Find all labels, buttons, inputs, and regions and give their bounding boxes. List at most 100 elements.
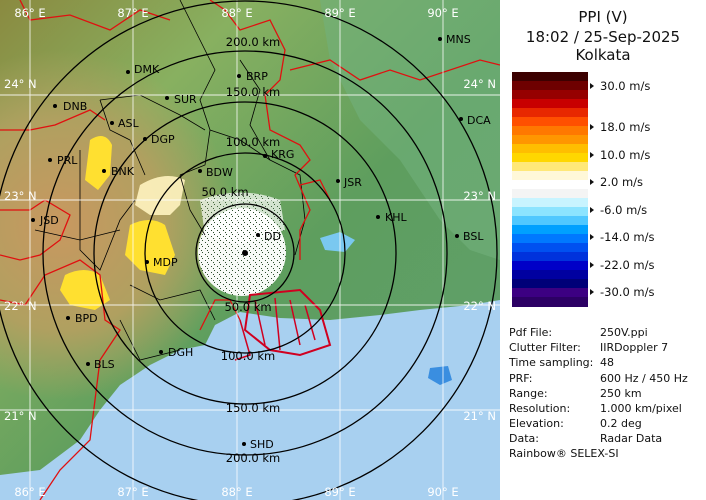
metadata-value: 1.000 km/pixel bbox=[600, 402, 682, 415]
svg-text:88° E: 88° E bbox=[221, 6, 252, 20]
colorbar-tick-label: -14.0 m/s bbox=[600, 230, 655, 244]
lon-labels-bottom: 86° E 87° E 88° E 89° E 90° E bbox=[14, 485, 458, 499]
lat-labels-left: 24° N 23° N 22° N 21° N bbox=[4, 77, 37, 423]
metadata-value: IIRDoppler 7 bbox=[600, 341, 669, 355]
colorbar-segment bbox=[512, 243, 588, 253]
svg-text:89° E: 89° E bbox=[324, 485, 355, 499]
colorbar-segment bbox=[512, 108, 588, 118]
station-asl: ASL bbox=[110, 117, 140, 130]
info-panel: PPI (V) 18:02 / 25-Sep-2025 Kolkata 30.0… bbox=[500, 0, 706, 500]
svg-text:JSR: JSR bbox=[343, 176, 362, 189]
svg-text:SUR: SUR bbox=[174, 93, 197, 106]
station-bdw: BDW bbox=[198, 166, 233, 179]
radar-map[interactable]: 50.0 km 100.0 km 150.0 km 200.0 km 50.0 … bbox=[0, 0, 500, 500]
colorbar-segment bbox=[512, 207, 588, 217]
station-shd: SHD bbox=[242, 438, 274, 451]
svg-text:SHD: SHD bbox=[250, 438, 274, 451]
colorbar-segment bbox=[512, 126, 588, 136]
station-markers: MNS DMK BRP DNB SUR ASL DGP PRL BNK KRG … bbox=[31, 33, 491, 451]
svg-text:88° E: 88° E bbox=[221, 485, 252, 499]
metadata-key: Range: bbox=[509, 386, 548, 400]
svg-text:87° E: 87° E bbox=[117, 6, 148, 20]
ring-label-100-north: 100.0 km bbox=[226, 135, 280, 149]
svg-text:DD: DD bbox=[264, 230, 281, 243]
colorbar-tick-label: 10.0 m/s bbox=[600, 148, 651, 162]
svg-text:ASL: ASL bbox=[118, 117, 140, 130]
station-dca: DCA bbox=[459, 114, 491, 127]
svg-text:PRL: PRL bbox=[57, 154, 78, 167]
metadata-value: 250V.ppi bbox=[600, 326, 648, 339]
lat-labels-right: 24° N 23° N 22° N 21° N bbox=[463, 77, 496, 423]
station-brp: BRP bbox=[237, 70, 268, 83]
colorbar-tick-label: -6.0 m/s bbox=[600, 203, 648, 217]
colorbar-segment bbox=[512, 153, 588, 163]
svg-text:BDW: BDW bbox=[206, 166, 233, 179]
svg-text:86° E: 86° E bbox=[14, 485, 45, 499]
svg-text:23° N: 23° N bbox=[4, 189, 37, 203]
metadata-key: Elevation: bbox=[509, 417, 564, 431]
range-rings bbox=[0, 0, 498, 500]
colorbar-tick-label: 30.0 m/s bbox=[600, 79, 651, 93]
svg-text:DGH: DGH bbox=[168, 346, 193, 359]
svg-text:MDP: MDP bbox=[153, 256, 178, 269]
station-jsr: JSR bbox=[336, 176, 362, 189]
colorbar-segment bbox=[512, 144, 588, 154]
station-dgh: DGH bbox=[159, 346, 193, 359]
product-datetime: 18:02 / 25-Sep-2025 bbox=[525, 28, 681, 46]
colorbar-tick-label: 18.0 m/s bbox=[600, 120, 651, 134]
station-prl: PRL bbox=[48, 154, 78, 167]
station-bpd: BPD bbox=[66, 312, 98, 325]
svg-text:DNB: DNB bbox=[63, 100, 87, 113]
colorbar-segment bbox=[512, 288, 588, 298]
colorbar-segment bbox=[512, 261, 588, 271]
station-mdp: MDP bbox=[145, 256, 178, 269]
station-bsl: BSL bbox=[455, 230, 484, 243]
colorbar-segment bbox=[512, 297, 588, 307]
svg-text:DCA: DCA bbox=[467, 114, 491, 127]
colorbar-segment bbox=[512, 162, 588, 172]
svg-text:24° N: 24° N bbox=[4, 77, 37, 91]
ring-label-150-north: 150.0 km bbox=[226, 85, 280, 99]
colorbar-tick-arrow bbox=[590, 179, 594, 185]
colorbar-segment bbox=[512, 171, 588, 181]
station-jsd: JSD bbox=[31, 214, 59, 227]
metadata-value: 250 km bbox=[600, 386, 642, 400]
colorbar-segment bbox=[512, 117, 588, 127]
station-krg: KRG bbox=[263, 148, 294, 161]
colorbar-tick-arrow bbox=[590, 124, 594, 130]
colorbar-tick-label: 2.0 m/s bbox=[600, 175, 644, 189]
svg-text:22° N: 22° N bbox=[4, 299, 37, 313]
ring-label-50-north: 50.0 km bbox=[201, 185, 248, 199]
station-dnb: DNB bbox=[53, 100, 87, 113]
svg-text:87° E: 87° E bbox=[117, 485, 148, 499]
colorbar-tick-arrow bbox=[590, 262, 594, 268]
svg-text:24° N: 24° N bbox=[463, 77, 496, 91]
svg-text:86° E: 86° E bbox=[14, 6, 45, 20]
colorbar-tick-label: -22.0 m/s bbox=[600, 258, 655, 272]
svg-text:DGP: DGP bbox=[151, 133, 175, 146]
colorbar-segment bbox=[512, 225, 588, 235]
svg-text:BPD: BPD bbox=[75, 312, 98, 325]
ring-label-150-south: 150.0 km bbox=[226, 401, 280, 415]
colorbar-tick-arrow bbox=[590, 234, 594, 240]
bay-of-bengal bbox=[0, 300, 500, 500]
svg-text:BRP: BRP bbox=[246, 70, 268, 83]
colorbar-segment bbox=[512, 252, 588, 262]
colorbar-tick-arrow bbox=[590, 152, 594, 158]
station-dmk: DMK bbox=[126, 63, 160, 76]
station-dgp: DGP bbox=[143, 133, 175, 146]
metadata-value: Radar Data bbox=[600, 432, 663, 446]
metadata-key: Time sampling: bbox=[509, 356, 594, 370]
station-bnk: BNK bbox=[102, 165, 135, 178]
metadata-value: 0.2 deg bbox=[600, 417, 642, 431]
colorbar-segment bbox=[512, 279, 588, 289]
echo-layer bbox=[60, 136, 452, 385]
ring-label-200-north: 200.0 km bbox=[226, 35, 280, 49]
colorbar-segment bbox=[512, 270, 588, 280]
colorbar-tick-arrow bbox=[590, 207, 594, 213]
metadata-value: 600 Hz / 450 Hz bbox=[600, 371, 688, 385]
district-borders bbox=[34, 0, 306, 361]
station-sur: SUR bbox=[165, 93, 197, 106]
colorbar-tick-label: -30.0 m/s bbox=[600, 285, 655, 299]
